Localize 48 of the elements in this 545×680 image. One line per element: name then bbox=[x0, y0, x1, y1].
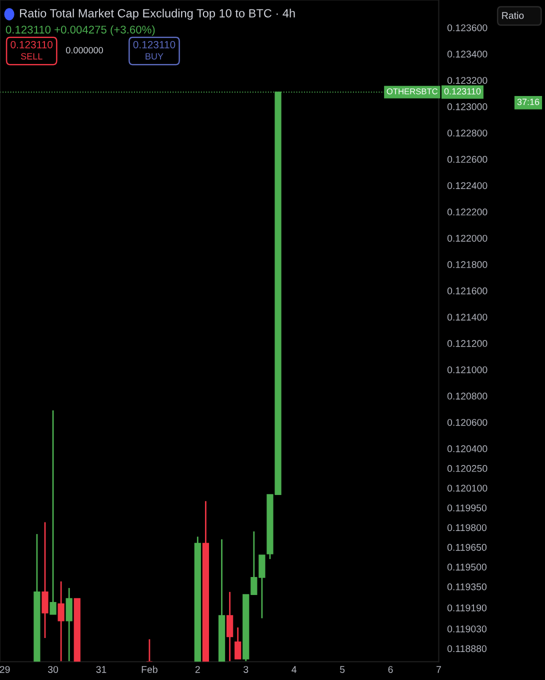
y-tick-label: 0.120250 bbox=[447, 465, 488, 472]
annotation: 0.000000 bbox=[66, 47, 103, 54]
x-tick-label: 7 bbox=[436, 666, 441, 673]
y-tick-label: 0.122400 bbox=[447, 182, 488, 190]
y-tick-label: 0.119350 bbox=[447, 583, 487, 590]
y-tick-label: 0.120100 bbox=[447, 484, 488, 492]
text: 0.123110 +0.004275 (+3.60%) bbox=[6, 25, 155, 36]
text: 37:16 bbox=[517, 98, 540, 106]
x-tick-label: 4 bbox=[292, 666, 297, 673]
x-tick-label: 3 bbox=[244, 666, 248, 673]
text: 0.123110 bbox=[444, 88, 481, 94]
annotation: SELL bbox=[20, 53, 42, 60]
x-tick-label: 31 bbox=[96, 666, 106, 673]
text: Ratio bbox=[502, 12, 524, 19]
y-tick-label: 0.119500 bbox=[447, 564, 487, 571]
y-tick-label: 0.120800 bbox=[447, 392, 488, 400]
y-tick-label: 0.118880 bbox=[447, 645, 487, 652]
x-tick-label: 30 bbox=[48, 666, 58, 673]
y-tick-label: 0.120400 bbox=[447, 445, 488, 452]
y-tick-label: 0.121000 bbox=[447, 366, 488, 374]
y-tick-label: 0.122000 bbox=[447, 234, 488, 242]
y-tick-label: 0.123200 bbox=[447, 76, 488, 84]
ref-line-label: OTHERSBTC bbox=[386, 88, 438, 94]
x-tick-label: 6 bbox=[388, 666, 393, 673]
y-tick-label: 0.122800 bbox=[447, 130, 488, 136]
y-tick-label: 0.119030 bbox=[447, 625, 487, 632]
y-tick-label: 0.121200 bbox=[447, 340, 488, 347]
y-tick-label: 0.120600 bbox=[447, 418, 488, 426]
x-tick-label: 29 bbox=[0, 666, 10, 673]
y-tick-label: 0.123000 bbox=[447, 103, 488, 110]
y-tick-label: 0.119800 bbox=[447, 524, 487, 532]
annotation: 0.123110 bbox=[133, 40, 176, 48]
y-tick-label: 0.122200 bbox=[447, 208, 488, 216]
y-tick-label: 0.121600 bbox=[447, 287, 488, 294]
y-tick-label: 0.121400 bbox=[447, 314, 488, 321]
x-tick-label: 5 bbox=[340, 666, 345, 673]
annotation: 0.123110 bbox=[10, 40, 53, 48]
y-tick-label: 0.121800 bbox=[447, 261, 488, 268]
x-tick-label: 2 bbox=[195, 666, 200, 673]
y-tick-label: 0.122600 bbox=[447, 156, 488, 163]
y-tick-label: 0.119950 bbox=[447, 504, 487, 512]
y-tick-label: 0.119190 bbox=[447, 604, 487, 612]
x-tick-label: Feb bbox=[142, 666, 158, 673]
y-tick-label: 0.123600 bbox=[447, 24, 488, 32]
y-tick-label: 0.119650 bbox=[447, 544, 487, 551]
annotation: BUY bbox=[146, 53, 164, 60]
y-tick-label: 0.123400 bbox=[447, 50, 488, 58]
text: Ratio Total Market Cap Excluding Top 10 to BTC · 4h bbox=[20, 8, 295, 20]
